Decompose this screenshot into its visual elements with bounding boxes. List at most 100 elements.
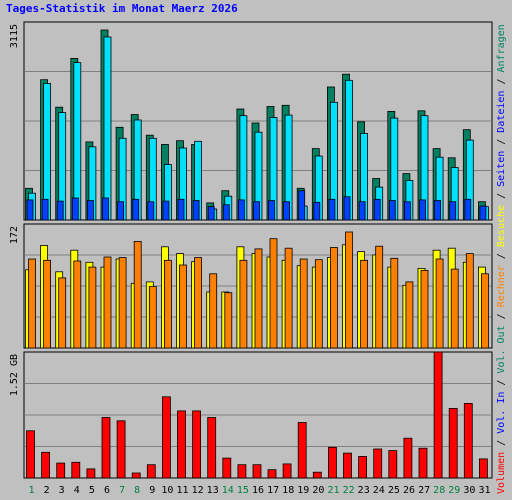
legend-separator: / xyxy=(496,187,507,205)
bar-volumen-day-1 xyxy=(26,430,35,479)
bar-rechner-day-15 xyxy=(239,259,248,349)
bar-rechner-day-21 xyxy=(329,247,338,349)
legend-separator: / xyxy=(496,307,507,325)
x-tick-label-day-17: 17 xyxy=(267,485,279,496)
bar-seiten-day-30 xyxy=(464,198,472,221)
bar-volumen-day-17 xyxy=(267,469,277,479)
bar-seiten-day-9 xyxy=(147,201,155,221)
bar-seiten-day-25 xyxy=(388,200,396,221)
bar-seiten-day-10 xyxy=(162,200,170,221)
bar-volumen-day-21 xyxy=(327,446,337,479)
bar-volumen-day-8 xyxy=(131,472,141,479)
x-tick-label-day-31: 31 xyxy=(478,485,490,496)
x-tick-label-day-20: 20 xyxy=(312,485,324,496)
bar-dateien-day-6 xyxy=(103,36,112,221)
panel-volume xyxy=(26,351,488,479)
x-tick-label-day-5: 5 xyxy=(89,485,95,496)
x-tick-label-day-19: 19 xyxy=(297,485,309,496)
bar-seiten-day-19 xyxy=(298,190,306,221)
bar-seiten-day-23 xyxy=(358,201,366,221)
legend-separator: / xyxy=(496,434,507,452)
bar-volumen-day-24 xyxy=(373,448,383,479)
x-tick-label-day-28: 28 xyxy=(433,485,445,496)
bar-seiten-day-2 xyxy=(41,198,49,221)
bar-seiten-day-1 xyxy=(26,199,34,221)
panel-requests xyxy=(25,29,489,221)
x-tick-label-day-18: 18 xyxy=(282,485,294,496)
bar-rechner-day-14 xyxy=(224,292,233,349)
bar-volumen-day-31 xyxy=(478,458,488,479)
bar-volumen-day-22 xyxy=(343,452,352,479)
x-tick-label-day-25: 25 xyxy=(388,485,400,496)
y-max-label-volume: 1.52 GB xyxy=(9,354,20,396)
bar-volumen-day-14 xyxy=(222,457,232,479)
right-legend: Volumen / Vol. In / Vol. Out / Rechner /… xyxy=(496,24,507,494)
bar-volumen-day-25 xyxy=(388,450,398,479)
bar-rechner-day-23 xyxy=(360,259,369,349)
bar-rechner-day-8 xyxy=(133,240,142,349)
bar-rechner-day-20 xyxy=(314,259,323,349)
x-tick-label-day-13: 13 xyxy=(207,485,219,496)
bar-rechner-day-6 xyxy=(103,256,112,349)
bar-rechner-day-25 xyxy=(390,257,399,349)
bar-seiten-day-22 xyxy=(343,196,351,221)
bar-seiten-day-3 xyxy=(56,200,64,221)
legend-rechner: Rechner xyxy=(496,265,507,307)
bar-rechner-day-28 xyxy=(435,258,444,349)
bar-seiten-day-24 xyxy=(373,198,381,221)
chart-title: Tages-Statistik im Monat Maerz 2026 xyxy=(6,2,238,15)
bar-seiten-day-21 xyxy=(328,198,336,221)
bar-rechner-day-30 xyxy=(465,253,474,349)
x-tick-label-day-27: 27 xyxy=(418,485,430,496)
x-tick-label-day-10: 10 xyxy=(161,485,173,496)
bar-volumen-day-26 xyxy=(403,437,413,479)
x-tick-label-day-8: 8 xyxy=(134,485,140,496)
bar-volumen-day-11 xyxy=(177,410,186,479)
bar-volumen-day-16 xyxy=(252,464,262,479)
bar-seiten-day-8 xyxy=(132,198,140,221)
bar-volumen-day-9 xyxy=(146,464,156,479)
bar-seiten-day-16 xyxy=(253,201,260,221)
x-tick-label-day-16: 16 xyxy=(252,485,264,496)
legend-volumen: Volumen xyxy=(496,452,507,494)
bar-seiten-day-15 xyxy=(237,199,245,221)
bar-seiten-day-26 xyxy=(403,201,411,221)
bar-volumen-day-15 xyxy=(237,464,247,479)
bar-rechner-day-24 xyxy=(375,245,384,349)
bar-seiten-day-29 xyxy=(449,201,457,221)
bar-rechner-day-11 xyxy=(179,264,187,349)
bar-volumen-day-12 xyxy=(192,410,202,479)
legend-vol-in: Vol. In xyxy=(496,392,507,434)
bar-volumen-day-28 xyxy=(433,351,443,479)
x-tick-label-day-29: 29 xyxy=(448,485,460,496)
x-tick-label-day-3: 3 xyxy=(59,485,65,496)
bar-seiten-day-6 xyxy=(102,197,109,221)
bar-seiten-day-12 xyxy=(192,200,200,221)
bar-volumen-day-29 xyxy=(448,407,458,479)
bar-seiten-day-4 xyxy=(71,197,79,221)
bar-rechner-day-9 xyxy=(148,286,157,349)
bar-volumen-day-18 xyxy=(282,463,292,479)
x-tick-label-day-26: 26 xyxy=(403,485,415,496)
bar-volumen-day-2 xyxy=(41,451,50,479)
bar-rechner-day-31 xyxy=(480,273,489,349)
bar-seiten-day-7 xyxy=(117,201,124,221)
x-tick-label-day-9: 9 xyxy=(149,485,155,496)
legend-anfragen: Anfragen xyxy=(496,24,507,72)
bar-seiten-day-20 xyxy=(313,201,321,221)
bar-volumen-day-27 xyxy=(418,447,428,479)
bar-rechner-day-2 xyxy=(43,259,51,349)
x-tick-label-day-4: 4 xyxy=(74,485,80,496)
y-max-label-requests: 3115 xyxy=(9,24,20,48)
bar-rechner-day-16 xyxy=(254,248,263,349)
bar-seiten-day-5 xyxy=(87,200,94,221)
legend-separator: / xyxy=(496,133,507,151)
bar-volumen-day-3 xyxy=(56,462,66,479)
bar-rechner-day-17 xyxy=(269,238,278,349)
y-max-label-visits: 172 xyxy=(9,226,20,244)
bar-rechner-day-3 xyxy=(58,277,67,349)
bar-rechner-day-29 xyxy=(450,268,459,349)
bar-volumen-day-6 xyxy=(101,417,111,479)
